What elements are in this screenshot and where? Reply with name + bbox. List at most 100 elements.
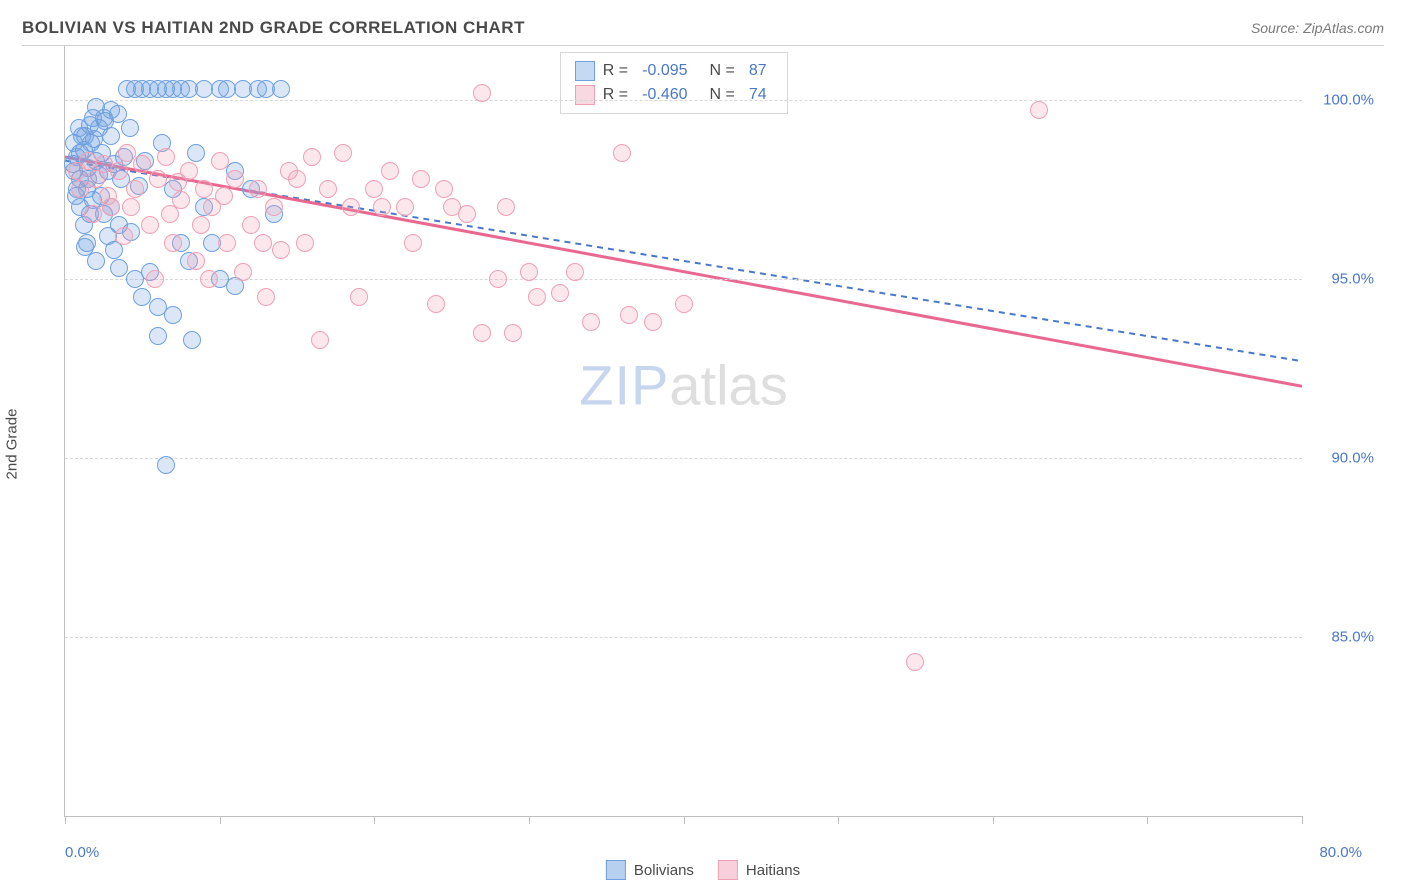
data-point bbox=[126, 180, 144, 198]
data-point bbox=[115, 227, 133, 245]
x-tick bbox=[684, 816, 685, 824]
r-value: -0.460 bbox=[642, 86, 687, 104]
data-point bbox=[311, 331, 329, 349]
gridline bbox=[65, 279, 1302, 280]
chart-container: 2nd Grade ZIPatlas R =-0.095N =87R =-0.4… bbox=[22, 45, 1384, 842]
data-point bbox=[381, 162, 399, 180]
data-point bbox=[249, 180, 267, 198]
data-point bbox=[211, 152, 229, 170]
data-point bbox=[164, 234, 182, 252]
n-value: 74 bbox=[749, 86, 767, 104]
data-point bbox=[528, 288, 546, 306]
data-point bbox=[296, 234, 314, 252]
stats-row: R =-0.460N =74 bbox=[575, 83, 773, 107]
data-point bbox=[122, 198, 140, 216]
plot-area: ZIPatlas R =-0.095N =87R =-0.460N =74 85… bbox=[64, 46, 1302, 817]
data-point bbox=[187, 252, 205, 270]
data-point bbox=[215, 187, 233, 205]
data-point bbox=[458, 205, 476, 223]
r-value: -0.095 bbox=[642, 62, 687, 80]
data-point bbox=[71, 180, 89, 198]
data-point bbox=[226, 170, 244, 188]
gridline bbox=[65, 637, 1302, 638]
data-point bbox=[265, 198, 283, 216]
legend: Bolivians Haitians bbox=[606, 860, 800, 880]
data-point bbox=[85, 130, 103, 148]
data-point bbox=[234, 263, 252, 281]
data-point bbox=[254, 234, 272, 252]
data-point bbox=[1030, 101, 1048, 119]
data-point bbox=[373, 198, 391, 216]
data-point bbox=[164, 306, 182, 324]
data-point bbox=[288, 170, 306, 188]
data-point bbox=[157, 456, 175, 474]
x-tick bbox=[529, 816, 530, 824]
data-point bbox=[396, 198, 414, 216]
data-point bbox=[187, 144, 205, 162]
data-point bbox=[582, 313, 600, 331]
data-point bbox=[121, 119, 139, 137]
data-point bbox=[644, 313, 662, 331]
x-min-label: 0.0% bbox=[65, 844, 99, 861]
y-tick-label: 100.0% bbox=[1323, 91, 1374, 108]
x-tick bbox=[374, 816, 375, 824]
x-tick bbox=[220, 816, 221, 824]
chart-title: BOLIVIAN VS HAITIAN 2ND GRADE CORRELATIO… bbox=[22, 18, 525, 38]
data-point bbox=[257, 288, 275, 306]
data-point bbox=[141, 216, 159, 234]
data-point bbox=[218, 234, 236, 252]
x-tick bbox=[993, 816, 994, 824]
data-point bbox=[146, 270, 164, 288]
data-point bbox=[504, 324, 522, 342]
legend-item: Bolivians bbox=[606, 860, 694, 880]
data-point bbox=[473, 84, 491, 102]
data-point bbox=[613, 144, 631, 162]
data-point bbox=[84, 205, 102, 223]
legend-swatch bbox=[606, 860, 626, 880]
y-tick-label: 90.0% bbox=[1331, 449, 1374, 466]
y-tick-label: 85.0% bbox=[1331, 628, 1374, 645]
data-point bbox=[906, 653, 924, 671]
data-point bbox=[365, 180, 383, 198]
data-point bbox=[566, 263, 584, 281]
data-point bbox=[342, 198, 360, 216]
data-point bbox=[473, 324, 491, 342]
stats-row: R =-0.095N =87 bbox=[575, 59, 773, 83]
stats-box: R =-0.095N =87R =-0.460N =74 bbox=[560, 52, 788, 114]
data-point bbox=[195, 180, 213, 198]
x-tick bbox=[1302, 816, 1303, 824]
series-swatch bbox=[575, 61, 595, 81]
gridline bbox=[65, 458, 1302, 459]
y-tick-label: 95.0% bbox=[1331, 270, 1374, 287]
data-point bbox=[200, 270, 218, 288]
data-point bbox=[157, 148, 175, 166]
x-tick bbox=[65, 816, 66, 824]
watermark: ZIPatlas bbox=[579, 352, 787, 417]
data-point bbox=[404, 234, 422, 252]
data-point bbox=[110, 162, 128, 180]
data-point bbox=[412, 170, 430, 188]
data-point bbox=[102, 101, 120, 119]
data-point bbox=[169, 173, 187, 191]
x-max-label: 80.0% bbox=[1319, 844, 1362, 861]
data-point bbox=[133, 155, 151, 173]
data-point bbox=[551, 284, 569, 302]
data-point bbox=[161, 205, 179, 223]
legend-label: Haitians bbox=[746, 862, 800, 879]
source-label: Source: ZipAtlas.com bbox=[1251, 20, 1384, 36]
data-point bbox=[242, 216, 260, 234]
data-point bbox=[272, 241, 290, 259]
legend-label: Bolivians bbox=[634, 862, 694, 879]
data-point bbox=[319, 180, 337, 198]
data-point bbox=[149, 327, 167, 345]
data-point bbox=[303, 148, 321, 166]
data-point bbox=[272, 80, 290, 98]
series-swatch bbox=[575, 85, 595, 105]
gridline bbox=[65, 100, 1302, 101]
x-tick bbox=[1147, 816, 1148, 824]
data-point bbox=[675, 295, 693, 313]
data-point bbox=[99, 187, 117, 205]
data-point bbox=[334, 144, 352, 162]
data-point bbox=[76, 238, 94, 256]
data-point bbox=[620, 306, 638, 324]
